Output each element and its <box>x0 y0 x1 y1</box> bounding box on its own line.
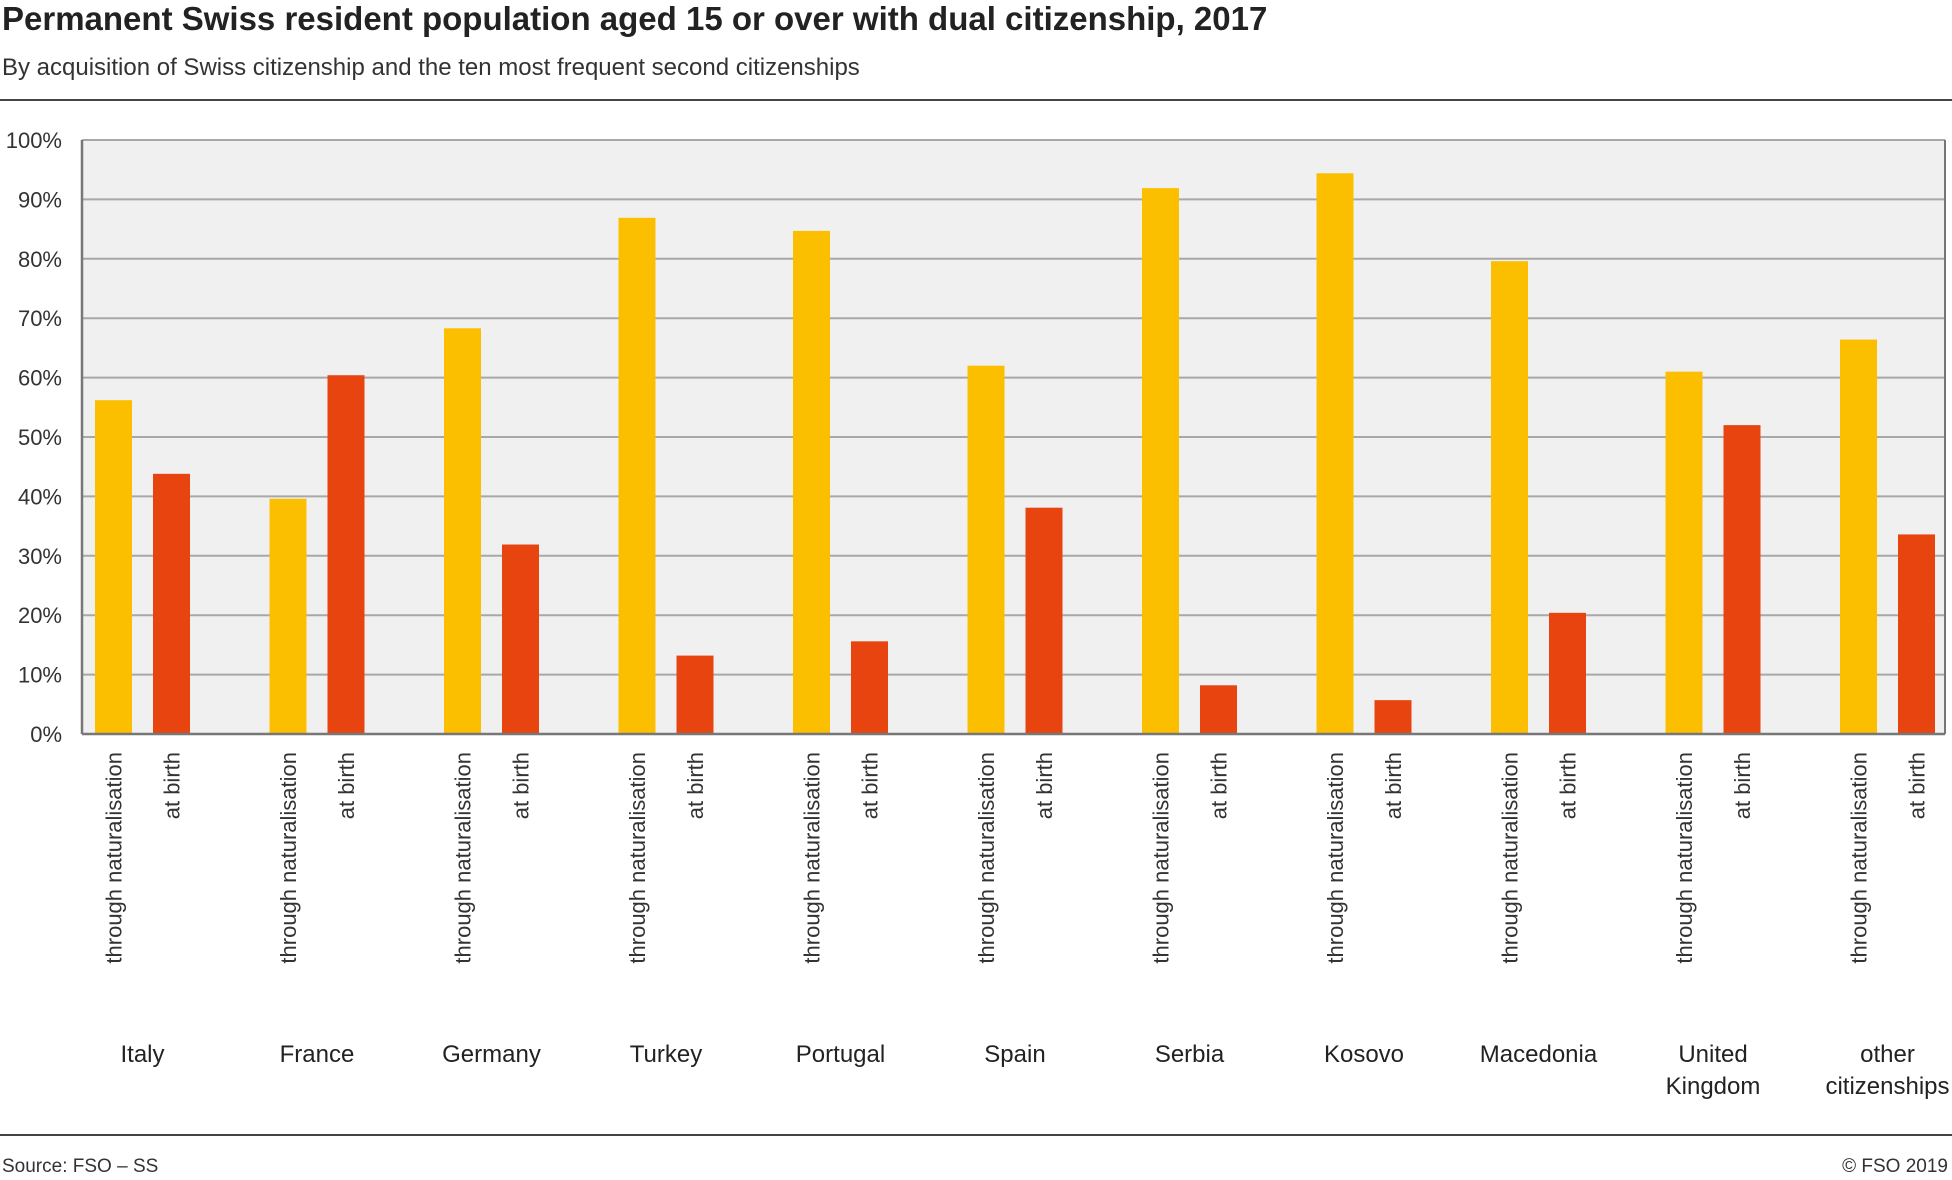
category-label: Portugal <box>796 1041 885 1068</box>
source-note: Source: FSO – SS <box>2 1156 159 1177</box>
bar-naturalisation <box>1491 261 1528 734</box>
x-series-label: at birth <box>334 752 359 819</box>
bar-naturalisation <box>1316 173 1354 734</box>
bar-at-birth <box>153 473 190 734</box>
x-series-label: through naturalisation <box>1323 752 1348 964</box>
y-tick-label: 50% <box>18 425 62 450</box>
category-label-line: Italy <box>120 1041 164 1068</box>
category-label-line: Portugal <box>796 1041 885 1068</box>
y-tick-label: 70% <box>18 306 62 331</box>
y-tick-label: 100% <box>6 128 62 153</box>
bar-at-birth <box>1898 534 1935 734</box>
y-tick-label: 80% <box>18 247 62 272</box>
y-tick-label: 10% <box>18 663 62 688</box>
category-label-line: Germany <box>442 1041 541 1068</box>
x-series-label: at birth <box>683 752 708 819</box>
category-label: Germany <box>442 1041 541 1068</box>
x-series-label: through naturalisation <box>974 752 999 964</box>
category-label-line: Macedonia <box>1480 1041 1598 1068</box>
y-tick-label: 90% <box>18 187 62 212</box>
bar-at-birth <box>1549 612 1586 734</box>
bar-at-birth <box>1025 507 1063 734</box>
bottom-rule <box>0 1134 1952 1136</box>
category-label-line: citizenships <box>1825 1073 1949 1100</box>
category-label-line: Turkey <box>630 1041 702 1068</box>
category-label-line: Serbia <box>1155 1041 1225 1068</box>
bar-naturalisation <box>444 328 481 734</box>
x-series-label: through naturalisation <box>800 752 825 964</box>
y-tick-label: 20% <box>18 603 62 628</box>
x-series-label: through naturalisation <box>1498 752 1523 964</box>
x-series-label: through naturalisation <box>451 752 476 964</box>
category-label: France <box>280 1041 355 1068</box>
x-series-label: at birth <box>1730 752 1755 819</box>
bar-at-birth <box>327 375 365 734</box>
x-series-label: at birth <box>1905 752 1930 819</box>
bar-naturalisation <box>1142 188 1179 734</box>
bar-at-birth <box>676 655 714 734</box>
x-series-label: through naturalisation <box>102 752 127 964</box>
bar-naturalisation <box>269 498 307 734</box>
chart-subtitle: By acquisition of Swiss citizenship and … <box>2 54 860 81</box>
y-tick-label: 0% <box>30 722 62 747</box>
y-tick-label: 40% <box>18 484 62 509</box>
bar-at-birth <box>851 641 888 734</box>
category-label: Kosovo <box>1324 1041 1404 1068</box>
bar-at-birth <box>502 544 539 734</box>
y-tick-label: 30% <box>18 544 62 569</box>
x-series-label: through naturalisation <box>1847 752 1872 964</box>
bar-naturalisation <box>793 230 830 734</box>
x-series-label: at birth <box>1207 752 1232 819</box>
x-series-label: at birth <box>509 752 534 819</box>
bar-naturalisation <box>1840 339 1877 734</box>
bar-naturalisation <box>967 365 1005 734</box>
y-tick-label: 60% <box>18 366 62 391</box>
category-label: other citizenships <box>1825 1041 1949 1100</box>
top-rule <box>0 99 1952 101</box>
category-label: United Kingdom <box>1666 1041 1761 1100</box>
chart-title: Permanent Swiss resident population aged… <box>2 0 1268 37</box>
bar-naturalisation <box>1665 371 1703 734</box>
x-series-label: at birth <box>1556 752 1581 819</box>
category-label-line: Kingdom <box>1666 1073 1761 1100</box>
x-series-label: through naturalisation <box>276 752 301 964</box>
category-label-line: Kosovo <box>1324 1041 1404 1068</box>
bar-naturalisation <box>618 217 656 735</box>
x-series-label: at birth <box>1032 752 1057 819</box>
x-series-label: at birth <box>1381 752 1406 819</box>
category-label-line: Spain <box>984 1041 1045 1068</box>
category-label: Italy <box>120 1041 164 1068</box>
copyright-note: © FSO 2019 <box>1842 1156 1948 1177</box>
category-label: Serbia <box>1155 1041 1225 1068</box>
bar-naturalisation <box>95 400 132 734</box>
x-series-label: at birth <box>858 752 883 819</box>
category-label: Turkey <box>630 1041 702 1068</box>
category-label-line: United <box>1678 1041 1747 1068</box>
category-label-line: France <box>280 1041 355 1068</box>
bar-at-birth <box>1200 685 1237 734</box>
x-series-label: through naturalisation <box>625 752 650 964</box>
x-series-label: through naturalisation <box>1149 752 1174 964</box>
bar-at-birth <box>1723 425 1761 734</box>
x-series-label: through naturalisation <box>1672 752 1697 964</box>
bar-at-birth <box>1374 700 1412 734</box>
category-label: Macedonia <box>1480 1041 1598 1068</box>
category-label-line: other <box>1860 1041 1915 1068</box>
x-series-label: at birth <box>160 752 185 819</box>
category-label: Spain <box>984 1041 1045 1068</box>
